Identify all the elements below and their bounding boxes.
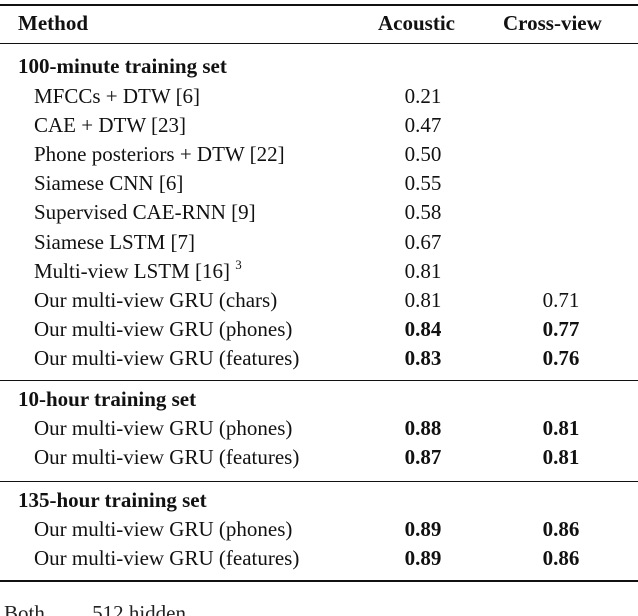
caption-fragment: Both ... ... 512 hidden ... ... — [4, 601, 228, 616]
method-cell: Our multi-view GRU (phones) — [34, 515, 292, 544]
method-cell: Multi-view LSTM [16] 3 — [34, 257, 242, 286]
acoustic-cell: 0.50 — [404, 142, 442, 167]
table-row: Siamese LSTM [7] 0.67 — [0, 228, 638, 257]
method-cell: MFCCs + DTW [6] — [34, 82, 200, 111]
method-cell: Supervised CAE-RNN [9] — [34, 198, 256, 227]
method-text: Siamese CNN [6] — [34, 171, 184, 196]
acoustic-cell: 0.88 — [404, 416, 442, 440]
section-rule — [0, 481, 638, 482]
method-cell: Our multi-view GRU (chars) — [34, 286, 277, 315]
method-cell: Siamese LSTM [7] — [34, 228, 195, 257]
cross-view-cell: 0.77 — [542, 316, 580, 341]
header-cross-view: Cross-view — [503, 11, 602, 35]
table-row: Siamese CNN [6] 0.55 — [0, 169, 638, 198]
table-row: Our multi-view GRU (phones) 0.84 0.77 — [0, 315, 638, 344]
method-text: MFCCs + DTW [6] — [34, 84, 201, 108]
method-text: Multi-view LSTM [16] — [34, 258, 230, 283]
section-rule — [0, 380, 638, 381]
method-text: Siamese LSTM [7] — [34, 229, 195, 254]
acoustic-cell: 0.89 — [404, 546, 442, 571]
footnote-marker: 3 — [235, 256, 242, 272]
header-row: Method Acoustic Cross-view — [0, 9, 638, 38]
acoustic-cell: 0.83 — [404, 345, 442, 370]
method-text: Our multi-view GRU (features) — [34, 546, 300, 571]
acoustic-cell: 0.87 — [404, 445, 442, 470]
method-text: Phone posteriors + DTW [22] — [34, 142, 285, 167]
header-acoustic: Acoustic — [378, 11, 455, 35]
table-row: Multi-view LSTM [16] 3 0.81 — [0, 257, 638, 286]
method-text: CAE + DTW [23] — [34, 113, 187, 138]
cross-view-cell: 0.81 — [542, 445, 580, 470]
method-cell: Our multi-view GRU (features) — [34, 544, 299, 573]
method-text: Our multi-view GRU (features) — [34, 445, 300, 470]
table-row: Our multi-view GRU (phones) 0.89 0.86 — [0, 515, 638, 544]
acoustic-cell: 0.21 — [404, 84, 442, 108]
method-text: Supervised CAE-RNN [9] — [34, 200, 256, 225]
acoustic-cell: 0.81 — [404, 287, 442, 312]
method-cell: Siamese CNN [6] — [34, 169, 183, 198]
table-row: Our multi-view GRU (features) 0.87 0.81 — [0, 443, 638, 472]
header-method: Method — [18, 11, 88, 35]
table-row: Our multi-view GRU (chars) 0.81 0.71 — [0, 286, 638, 315]
acoustic-cell: 0.84 — [404, 316, 442, 341]
cross-view-cell: 0.76 — [542, 345, 580, 370]
header-rule — [0, 43, 638, 44]
table-row: Our multi-view GRU (features) 0.89 0.86 — [0, 544, 638, 573]
acoustic-cell: 0.58 — [404, 200, 442, 225]
cross-view-cell: 0.86 — [542, 546, 580, 571]
method-text: Our multi-view GRU (phones) — [34, 416, 293, 440]
cross-view-cell: 0.86 — [542, 517, 580, 541]
bottom-rule — [0, 580, 638, 582]
section-title: 135-hour training set — [18, 488, 207, 512]
acoustic-cell: 0.67 — [404, 229, 442, 254]
top-rule — [0, 4, 638, 6]
method-cell: Phone posteriors + DTW [22] — [34, 140, 285, 169]
method-cell: Our multi-view GRU (features) — [34, 344, 299, 373]
acoustic-cell: 0.81 — [404, 258, 442, 283]
table-row: Supervised CAE-RNN [9] 0.58 — [0, 198, 638, 227]
table-row: Phone posteriors + DTW [22] 0.50 — [0, 140, 638, 169]
cross-view-cell: 0.71 — [542, 287, 580, 312]
section-title: 100-minute training set — [18, 54, 227, 78]
table-row: CAE + DTW [23] 0.47 — [0, 111, 638, 140]
method-text: Our multi-view GRU (phones) — [34, 316, 293, 341]
method-text: Our multi-view GRU (phones) — [34, 517, 293, 541]
method-text: Our multi-view GRU (features) — [34, 345, 300, 370]
table-row: Our multi-view GRU (phones) 0.88 0.81 — [0, 414, 638, 443]
method-text: Our multi-view GRU (chars) — [34, 287, 278, 312]
table-row: Our multi-view GRU (features) 0.83 0.76 — [0, 344, 638, 373]
method-cell: Our multi-view GRU (phones) — [34, 315, 292, 344]
method-cell: CAE + DTW [23] — [34, 111, 186, 140]
method-cell: Our multi-view GRU (features) — [34, 443, 299, 472]
acoustic-cell: 0.89 — [404, 517, 442, 541]
acoustic-cell: 0.47 — [404, 113, 442, 138]
section-title: 10-hour training set — [18, 387, 197, 411]
cross-view-cell: 0.81 — [542, 416, 580, 440]
acoustic-cell: 0.55 — [404, 171, 442, 196]
method-cell: Our multi-view GRU (phones) — [34, 414, 292, 443]
table-row: MFCCs + DTW [6] 0.21 — [0, 82, 638, 111]
